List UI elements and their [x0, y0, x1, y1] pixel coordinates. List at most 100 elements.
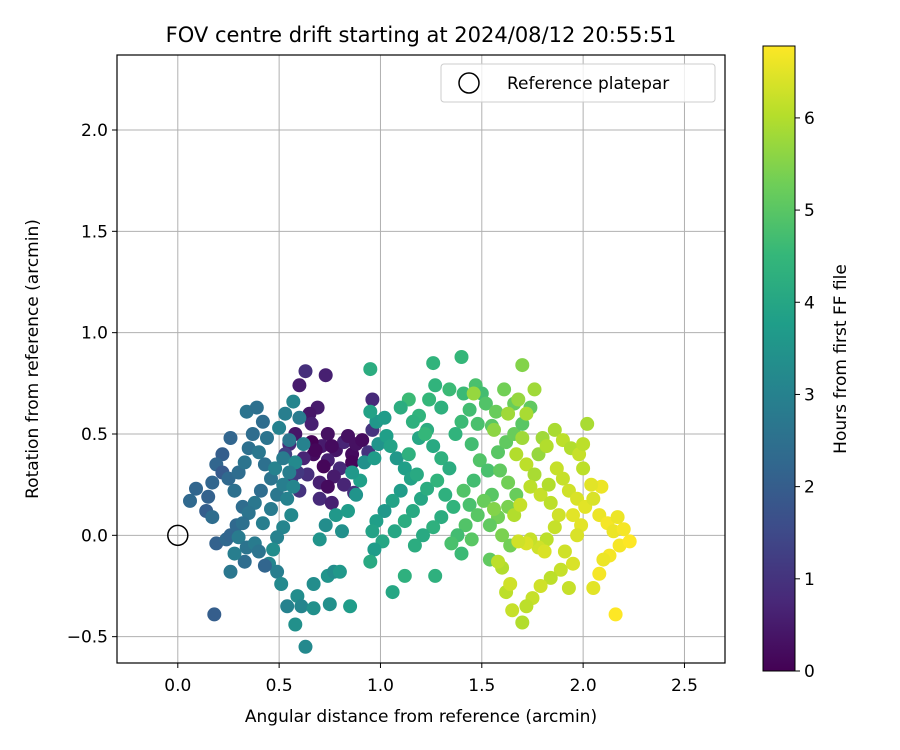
data-point	[255, 516, 270, 531]
data-point	[365, 524, 380, 539]
data-point	[298, 364, 313, 379]
data-point	[282, 433, 297, 448]
data-point	[489, 404, 503, 419]
data-point	[610, 510, 625, 525]
y-tick-label: 2.0	[81, 121, 108, 141]
data-point	[383, 439, 398, 454]
data-point	[511, 392, 526, 407]
data-point	[470, 416, 485, 431]
data-point	[616, 522, 631, 537]
data-point	[270, 564, 285, 579]
data-point	[298, 639, 313, 654]
data-point	[416, 528, 430, 543]
data-point	[237, 554, 252, 569]
data-point	[533, 487, 548, 502]
colorbar-tick-label: 2	[804, 478, 815, 498]
data-point	[288, 617, 303, 632]
data-point	[324, 439, 339, 454]
data-point	[389, 451, 404, 466]
data-point	[189, 481, 203, 496]
x-tick-label: 1.5	[468, 676, 495, 696]
data-point	[478, 396, 493, 411]
data-point	[276, 520, 291, 535]
data-point	[393, 400, 408, 415]
y-axis-ticks: −0.5 0.0 0.5 1.0 1.5 2.0	[67, 121, 117, 648]
data-point	[278, 406, 293, 421]
data-point	[519, 457, 534, 472]
data-point	[328, 508, 343, 523]
data-point	[207, 607, 222, 622]
data-point	[251, 544, 266, 559]
data-point	[322, 597, 337, 612]
chart-title: FOV centre drift starting at 2024/08/12 …	[166, 23, 677, 47]
data-point	[519, 599, 534, 614]
data-point	[428, 568, 443, 583]
data-point	[257, 558, 272, 573]
data-point	[507, 508, 522, 523]
data-point	[294, 599, 309, 614]
data-point	[444, 536, 459, 551]
data-point	[608, 607, 623, 622]
data-point	[446, 499, 461, 514]
data-point	[227, 483, 242, 498]
data-point	[205, 475, 220, 490]
colorbar-tick-label: 4	[804, 293, 815, 313]
data-point	[491, 554, 505, 569]
data-point	[470, 508, 485, 523]
data-point	[515, 615, 530, 630]
data-point	[586, 491, 601, 506]
data-point	[260, 431, 274, 445]
data-point	[539, 439, 554, 454]
data-point	[541, 477, 556, 492]
data-point	[201, 489, 216, 504]
data-point	[454, 414, 469, 429]
data-point	[420, 481, 435, 496]
data-point	[324, 495, 339, 510]
data-point	[326, 469, 341, 484]
data-point	[409, 467, 424, 482]
data-point	[497, 382, 512, 397]
data-point	[341, 504, 355, 518]
data-point	[286, 394, 301, 409]
data-point	[407, 538, 422, 553]
data-point	[501, 406, 516, 421]
data-point	[320, 427, 335, 441]
data-point	[363, 404, 378, 419]
data-point	[276, 451, 291, 466]
data-point	[466, 386, 481, 401]
data-point	[264, 502, 278, 516]
legend-box	[440, 63, 716, 103]
data-point	[223, 564, 238, 579]
data-point	[363, 554, 378, 569]
colorbar: 0 1 2 3 4 5 6 Hours from first FF file	[762, 45, 851, 682]
data-point	[462, 497, 477, 512]
legend: Reference platepar	[440, 63, 716, 103]
data-point	[292, 378, 307, 393]
data-point	[345, 455, 360, 470]
data-point	[501, 475, 516, 490]
data-point	[570, 528, 585, 543]
x-tick-label: 0.5	[266, 676, 293, 696]
data-point	[487, 422, 501, 437]
reference-platepar-marker	[167, 524, 189, 547]
data-point	[274, 577, 289, 591]
data-point	[454, 350, 469, 364]
data-point	[547, 520, 562, 535]
data-point	[466, 473, 481, 488]
x-tick-label: 1.0	[367, 676, 394, 696]
x-axis-ticks: 0.0 0.5 1.0 1.5 2.0 2.5	[164, 663, 698, 696]
data-point	[377, 504, 392, 518]
data-point	[308, 443, 323, 458]
data-point	[515, 431, 530, 445]
data-point	[205, 510, 220, 525]
data-point	[247, 495, 262, 510]
data-point	[332, 564, 347, 579]
data-point	[566, 508, 580, 523]
data-point	[377, 410, 392, 425]
data-points	[183, 350, 637, 654]
data-point	[426, 439, 441, 454]
data-point	[292, 410, 307, 425]
data-point	[456, 386, 471, 401]
data-point	[555, 471, 570, 486]
data-point	[343, 599, 358, 614]
